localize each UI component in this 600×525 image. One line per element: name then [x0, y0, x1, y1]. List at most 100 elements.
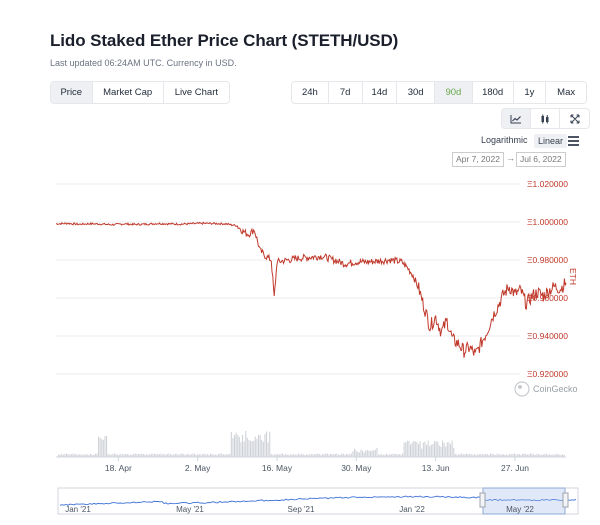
range-30d[interactable]: 30d — [397, 82, 436, 103]
volume-bar — [341, 453, 343, 457]
volume-bar — [414, 441, 416, 457]
volume-bar — [461, 453, 463, 457]
navigator-tick-label: Jan '21 — [65, 505, 91, 514]
volume-bar — [317, 453, 319, 457]
volume-bar — [494, 455, 496, 457]
fullscreen-icon[interactable] — [560, 109, 589, 128]
volume-bar — [547, 454, 549, 457]
volume-bar — [64, 454, 66, 457]
volume-bar — [274, 454, 276, 457]
volume-bar — [144, 454, 146, 457]
volume-bar — [258, 434, 260, 457]
volume-bar — [131, 454, 133, 457]
volume-bar — [158, 454, 160, 457]
volume-bar — [67, 454, 69, 457]
range-1y[interactable]: 1y — [514, 82, 547, 103]
volume-bar — [163, 453, 165, 457]
range-max[interactable]: Max — [557, 87, 576, 98]
volume-bar — [114, 453, 116, 457]
scale-linear[interactable]: Linear — [534, 134, 568, 148]
volume-bar — [152, 453, 154, 457]
price-chart[interactable]: Ξ1.020000 Ξ1.000000 Ξ0.980000 Ξ0.960000 Ξ0.9… — [0, 170, 600, 525]
view-tabs: Price Market Cap Live Chart — [50, 81, 230, 104]
volume-bar — [370, 451, 372, 457]
navigator-handle-left[interactable] — [479, 492, 486, 508]
volume-bar — [392, 453, 394, 457]
volume-bar — [147, 454, 149, 457]
range-90d[interactable]: 90d — [435, 82, 473, 103]
volume-bar — [126, 454, 128, 457]
volume-bar — [378, 454, 380, 457]
x-tick-label: 27. Jun — [501, 463, 529, 473]
range-180d[interactable]: 180d — [473, 82, 514, 103]
volume-bar — [522, 454, 524, 457]
volume-bar — [277, 454, 279, 457]
volume-bar — [138, 454, 140, 457]
volume-bar — [93, 454, 95, 457]
volume-bar — [282, 453, 284, 457]
volume-bar — [326, 453, 328, 457]
watermark-text: CoinGecko — [533, 384, 578, 394]
volume-bar — [499, 454, 501, 457]
volume-bar — [154, 453, 156, 457]
volume-bar — [342, 453, 344, 457]
volume-bar — [518, 454, 520, 457]
volume-bar — [515, 454, 517, 457]
volume-bar — [552, 454, 554, 457]
volume-bar — [286, 454, 288, 457]
line-chart-icon[interactable] — [502, 109, 531, 128]
volume-bar — [346, 454, 348, 457]
volume-bar — [216, 454, 218, 457]
volume-bar — [181, 453, 183, 457]
volume-bar — [464, 454, 466, 457]
volume-bar — [296, 454, 298, 457]
y-tick-label: Ξ1.020000 — [527, 179, 568, 189]
volume-bar — [179, 453, 181, 457]
date-from-input[interactable]: Apr 7, 2022 — [452, 152, 504, 167]
volume-bar — [166, 454, 168, 457]
volume-bar — [365, 450, 367, 457]
volume-bar — [323, 454, 325, 457]
navigator-frame — [57, 487, 579, 515]
volume-bar — [536, 453, 538, 457]
volume-bar — [75, 454, 77, 457]
volume-bar — [238, 437, 240, 457]
volume-bar — [390, 454, 392, 457]
volume-bar — [509, 453, 511, 457]
volume-bar — [298, 453, 300, 457]
date-to-input[interactable]: Jul 6, 2022 — [516, 152, 566, 167]
volume-bar — [331, 454, 333, 457]
volume-bar — [333, 454, 335, 457]
volume-bar — [560, 454, 562, 457]
volume-bar — [91, 454, 93, 457]
volume-bar — [507, 454, 509, 457]
volume-bar — [506, 454, 508, 457]
volume-bar — [363, 452, 365, 457]
candlestick-icon[interactable] — [531, 109, 560, 128]
tab-market-cap[interactable]: Market Cap — [93, 82, 164, 103]
volume-bar — [435, 441, 437, 457]
scale-logarithmic[interactable]: Logarithmic — [481, 135, 528, 145]
volume-bar — [400, 454, 402, 457]
volume-bar — [366, 450, 368, 457]
volume-bar — [61, 454, 63, 457]
volume-bar — [562, 454, 564, 457]
volume-bar — [387, 454, 389, 457]
volume-bar — [208, 454, 210, 457]
navigator[interactable]: Jan '21 May '21 Sep '21 Jan '22 May '22 — [57, 487, 579, 515]
chart-menu-icon[interactable] — [568, 136, 579, 148]
volume-bar — [498, 454, 500, 457]
volume-bar — [422, 442, 424, 457]
volume-bar — [534, 455, 536, 457]
tab-live-chart[interactable]: Live Chart — [174, 87, 219, 98]
volume-bar — [77, 454, 79, 457]
volume-bar — [541, 455, 543, 457]
range-7d[interactable]: 7d — [329, 82, 363, 103]
navigator-handle-right[interactable] — [562, 492, 569, 508]
volume-bar — [120, 453, 122, 457]
volume-bar — [206, 453, 208, 457]
volume-bar — [517, 454, 519, 457]
range-24h[interactable]: 24h — [292, 82, 329, 103]
tab-price[interactable]: Price — [51, 82, 93, 103]
range-14d[interactable]: 14d — [363, 82, 398, 103]
